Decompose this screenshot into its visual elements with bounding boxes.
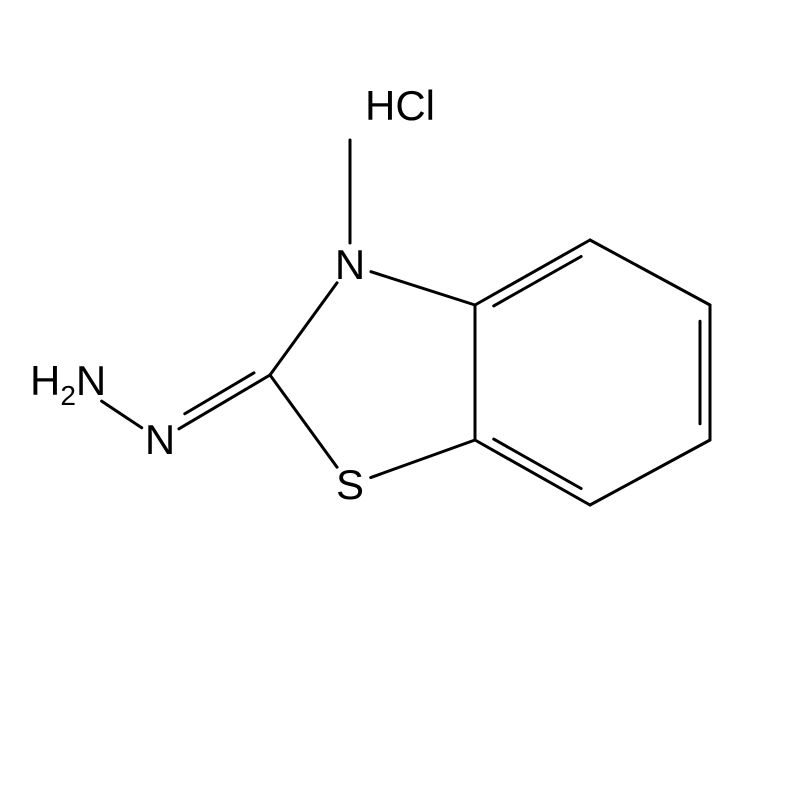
atom-label-N_ring: N xyxy=(335,241,365,288)
atom-label-N_amine: H2N xyxy=(30,357,106,411)
atom-label-HCl: HCl xyxy=(365,82,435,129)
molecule-diagram: S N N H2N HCl xyxy=(0,0,800,800)
atom-label-S: S xyxy=(336,461,364,508)
atom-label-N_hydrazone: N xyxy=(145,416,175,463)
